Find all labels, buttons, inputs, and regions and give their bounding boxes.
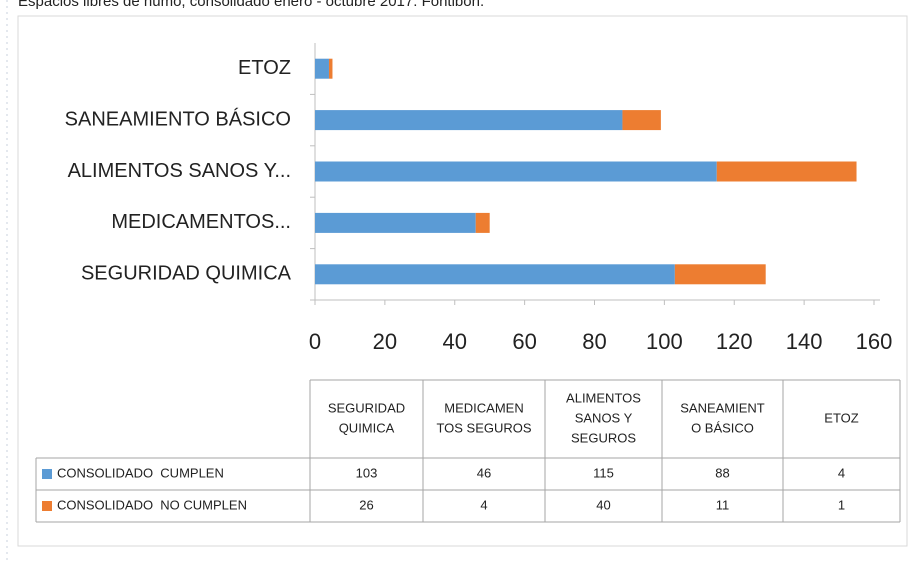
table-header: ETOZ [824,410,858,425]
table-header: ALIMENTOS [566,390,641,405]
x-tick-label: 140 [786,329,823,354]
bar-segment [674,264,766,285]
x-tick-label: 0 [309,329,321,354]
table-header: SANEAMIENT [680,400,765,415]
table-value: 1 [838,497,845,512]
x-tick-label: 20 [373,329,397,354]
bar-segment [716,161,857,182]
table-header: O BÁSICO [691,420,754,435]
legend-label: CONSOLIDADO CUMPLEN [57,465,224,480]
bar-segment [315,58,329,79]
bar-segment [622,110,661,131]
y-tick-label: SANEAMIENTO BÁSICO [65,107,291,130]
table-value: 46 [477,465,491,480]
table-header: SANOS Y [575,410,633,425]
legend-swatch [42,469,52,479]
bar-segment [315,161,717,182]
bar-segment [475,212,490,233]
chart-title: Espacios libres de humo, consolidado ene… [18,0,484,10]
table-header: SEGURIDAD [328,400,405,415]
bar-segment [328,58,333,79]
x-tick-label: 80 [582,329,606,354]
table-header: TOS SEGUROS [436,420,531,435]
bar-segment [315,264,675,285]
y-tick-label: ETOZ [238,57,291,79]
x-tick-label: 120 [716,329,753,354]
x-tick-label: 160 [856,329,893,354]
table-value: 88 [715,465,729,480]
table-value: 115 [593,465,614,480]
table-header: MEDICAMEN [444,400,523,415]
x-tick-label: 100 [646,329,683,354]
table-value: 103 [356,465,378,480]
y-tick-label: SEGURIDAD QUIMICA [81,263,292,285]
x-tick-label: 60 [512,329,536,354]
bar-segment [315,110,623,131]
y-tick-label: MEDICAMENTOS... [111,211,291,233]
table-value: 40 [596,497,610,512]
table-value: 4 [480,497,487,512]
x-tick-label: 40 [443,329,467,354]
table-value: 26 [359,497,373,512]
table-header: SEGUROS [571,430,636,445]
table-value: 4 [838,465,845,480]
legend-label: CONSOLIDADO NO CUMPLEN [57,497,247,512]
bar-segment [315,212,476,233]
legend-swatch [42,501,52,511]
y-tick-label: ALIMENTOS SANOS Y... [68,160,291,182]
table-value: 11 [716,497,730,512]
table-header: QUIMICA [339,420,395,435]
